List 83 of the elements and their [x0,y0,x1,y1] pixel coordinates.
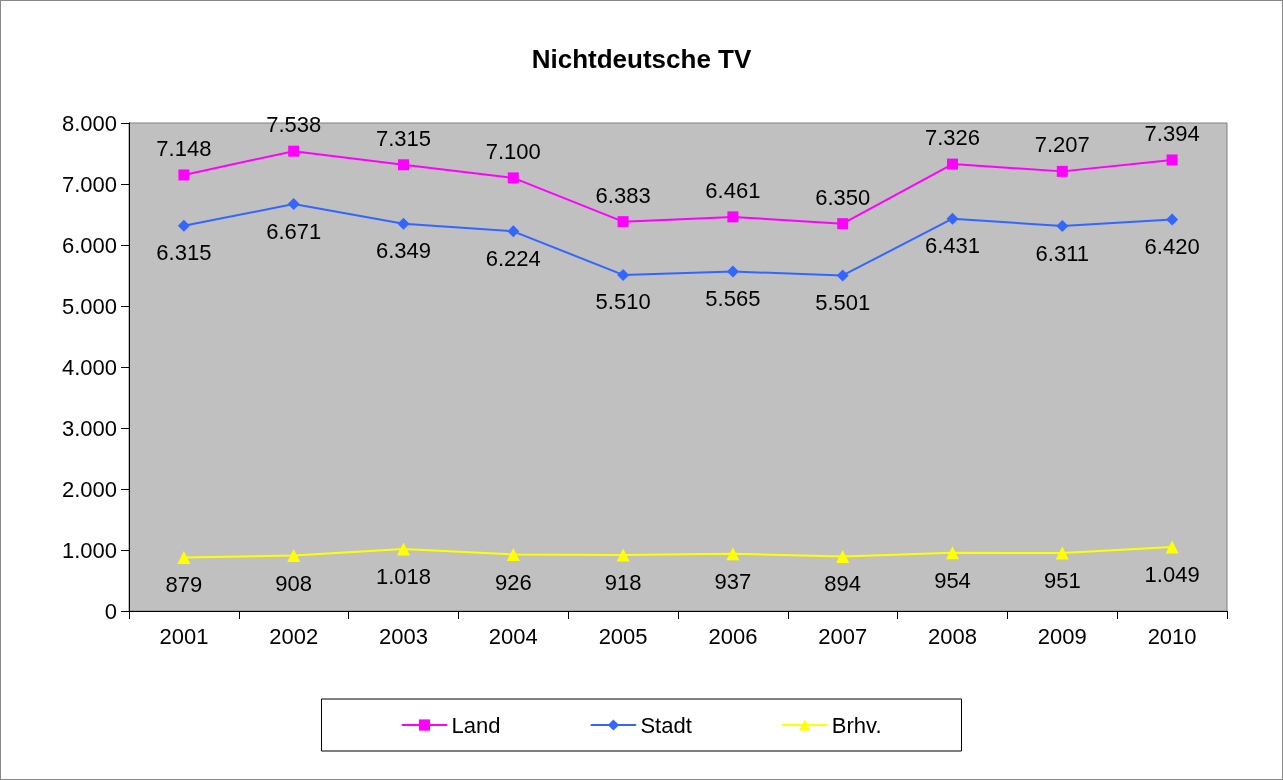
data-label: 894 [824,571,862,597]
data-label: 1.049 [1144,562,1200,588]
point [1166,154,1178,166]
data-label: 6.383 [595,182,651,208]
point [617,216,629,228]
data-label: 7.148 [156,135,212,161]
data-label: 6.349 [375,238,432,264]
data-label: 926 [494,569,532,595]
x-tick-label: 2008 [928,623,977,649]
y-tick-label: 6.000 [61,232,117,258]
x-tick-label: 2010 [1147,623,1197,649]
data-label: 1.018 [375,563,432,589]
data-label: 7.315 [375,125,432,151]
point [288,145,300,157]
data-label: 7.538 [266,112,322,138]
point [507,225,520,238]
data-label: 5.565 [705,286,761,312]
x-tick-label: 2004 [488,623,538,649]
x-tick-label: 2001 [159,623,209,649]
point [726,265,739,278]
point [947,158,958,170]
x-tick-label: 2002 [269,623,319,649]
data-label: 951 [1043,567,1081,593]
point [836,549,850,563]
data-label: 6.311 [1035,240,1090,266]
y-tick-label: 5.000 [61,293,117,319]
legend-label: Stadt [640,712,692,738]
y-tick-label: 0 [104,598,117,624]
data-label: 937 [714,568,752,594]
point [726,547,740,561]
data-label: 7.326 [924,125,981,151]
data-label: 5.510 [595,289,651,315]
data-label: 7.100 [485,138,541,164]
data-label: 5.501 [815,289,871,315]
x-tick-label: 2003 [379,623,428,649]
data-label: 6.420 [1144,233,1200,259]
point [506,548,520,562]
x-tick-label: 2007 [818,623,868,649]
point [287,549,301,563]
x-tick-label: 2005 [598,623,648,649]
point [837,218,849,230]
y-tick-label: 7.000 [61,171,117,197]
point [397,542,410,556]
point [616,548,630,562]
y-tick-label: 4.000 [61,354,117,380]
chart-title: Nichtdeutsche TV [531,44,752,74]
legend-label: Brhv. [831,712,882,738]
point [177,219,190,232]
point [1055,546,1069,560]
data-label: 6.431 [924,233,981,259]
point [1056,220,1069,233]
data-label: 879 [165,572,203,598]
point [617,268,630,281]
y-tick-label: 1.000 [61,537,117,563]
point [397,217,410,230]
legend-label: Land [451,712,501,738]
x-tick-label: 2006 [708,623,758,649]
data-label: 918 [604,570,642,595]
point [178,169,190,181]
point [177,550,191,564]
point [1165,540,1179,554]
y-tick-label: 3.000 [61,415,117,441]
data-label: 6.224 [485,245,541,271]
point [287,198,300,211]
point [946,212,959,225]
point [946,546,959,560]
data-label: 908 [275,570,313,596]
x-tick-label: 2009 [1037,623,1087,649]
y-tick-label: 2.000 [61,476,117,502]
point [727,211,739,223]
y-tick-label: 8.000 [61,110,117,136]
data-label: 6.461 [705,177,761,203]
data-label: 954 [934,567,971,593]
point [1056,165,1068,177]
point [507,172,519,184]
point [398,159,409,171]
data-label: 6.671 [266,218,322,244]
data-label: 7.394 [1144,120,1200,146]
point [836,269,849,282]
data-label: 6.315 [156,240,212,266]
data-label: 6.350 [815,184,871,210]
data-label: 7.207 [1034,132,1090,158]
point [1166,213,1179,226]
